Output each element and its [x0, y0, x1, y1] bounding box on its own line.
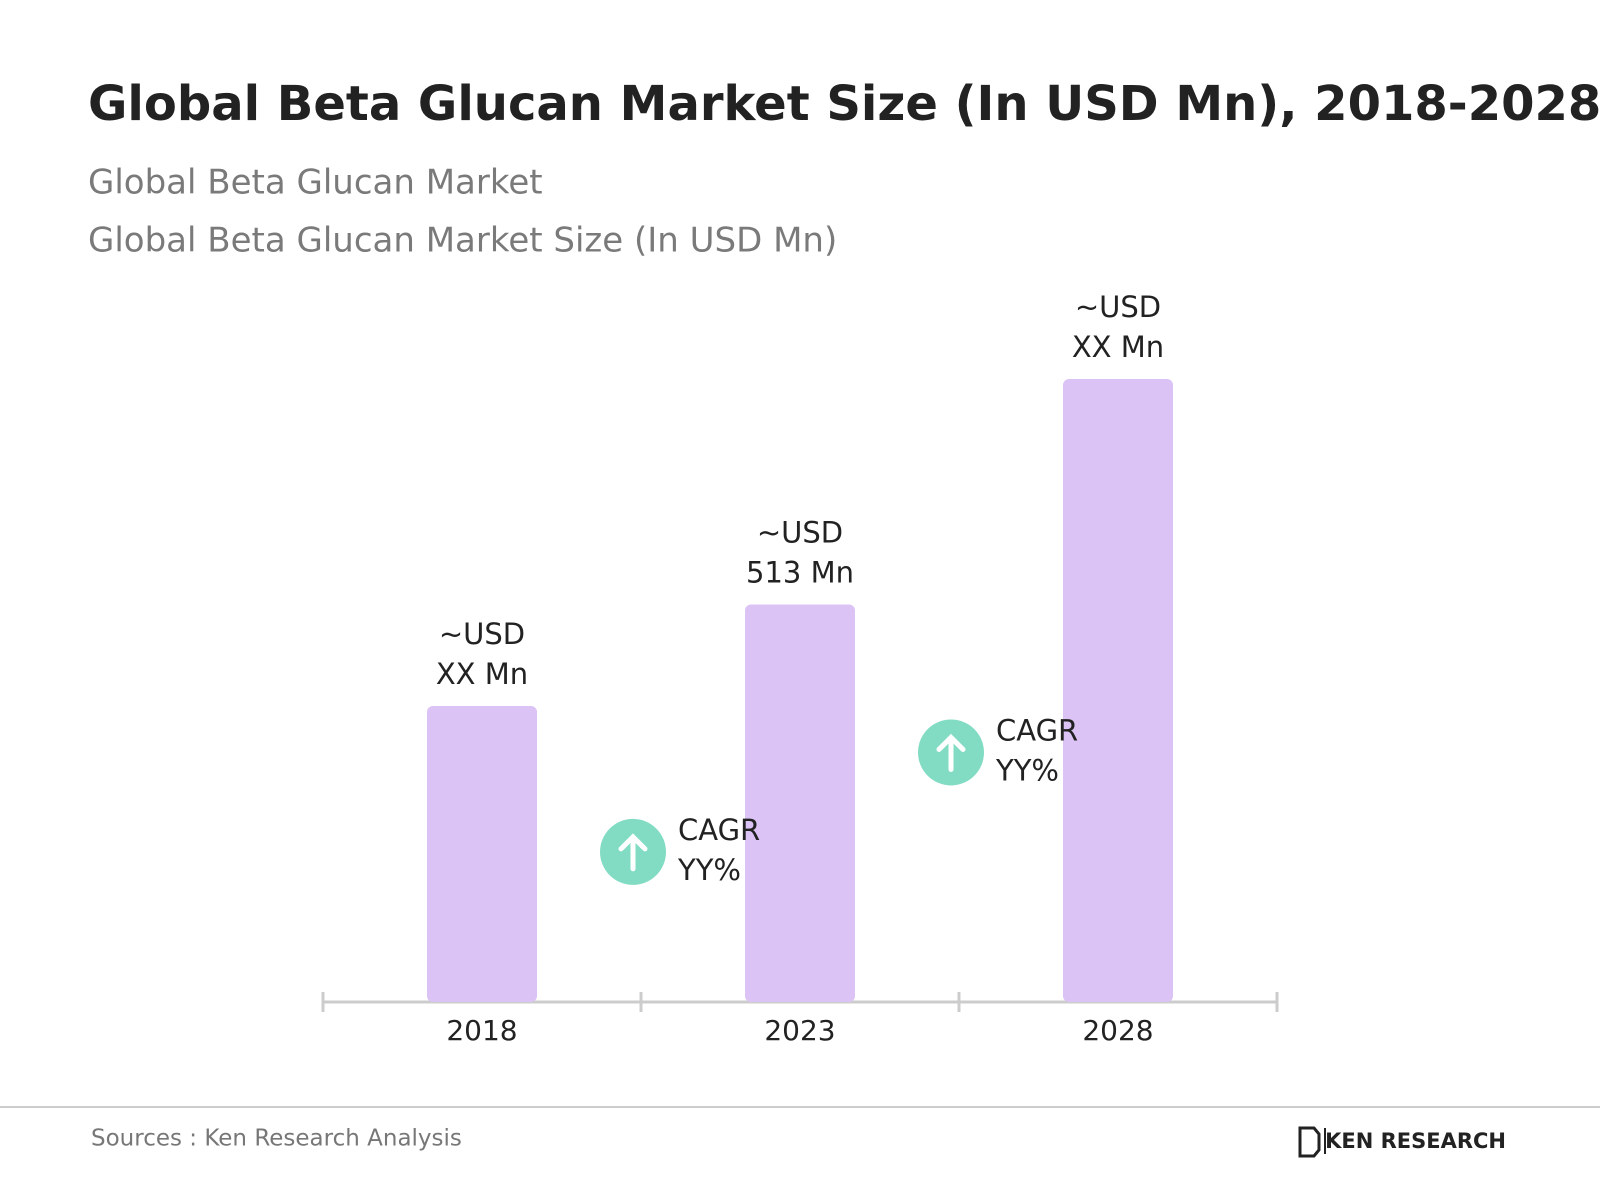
cagr-arrow	[618, 833, 648, 872]
bar	[427, 705, 537, 1002]
value-label: 513 Mn	[746, 555, 854, 589]
x-tick-label: 2018	[446, 1014, 517, 1047]
brand: KEN RESEARCH	[1325, 1129, 1506, 1153]
cagr-label: YY%	[677, 853, 741, 887]
value-label: ~USD	[439, 617, 525, 651]
brand-logo: KEN RESEARCH	[1298, 1126, 1506, 1158]
cagr-arrow	[936, 733, 966, 772]
chart-title: Global Beta Glucan Market Size (In USD M…	[88, 76, 1600, 132]
source: Sources : Ken Research Analysis	[91, 1126, 462, 1152]
x-tick-label: 2028	[1082, 1014, 1153, 1047]
cagr-label: CAGR	[996, 713, 1078, 747]
cagr-label: YY%	[995, 753, 1059, 787]
subtitle: Global Beta Glucan Market	[88, 163, 543, 203]
value-label: XX Mn	[436, 657, 528, 691]
subtitle: Global Beta Glucan Market Size (In USD M…	[88, 221, 837, 261]
value-label: ~USD	[757, 515, 843, 549]
x-tick-label: 2023	[764, 1014, 835, 1047]
logo-icon	[1298, 1126, 1321, 1158]
value-label: ~USD	[1075, 290, 1161, 324]
bar	[1063, 379, 1173, 1002]
value-label: XX Mn	[1072, 330, 1164, 364]
bar	[745, 604, 855, 1002]
cagr-label: CAGR	[678, 813, 760, 847]
